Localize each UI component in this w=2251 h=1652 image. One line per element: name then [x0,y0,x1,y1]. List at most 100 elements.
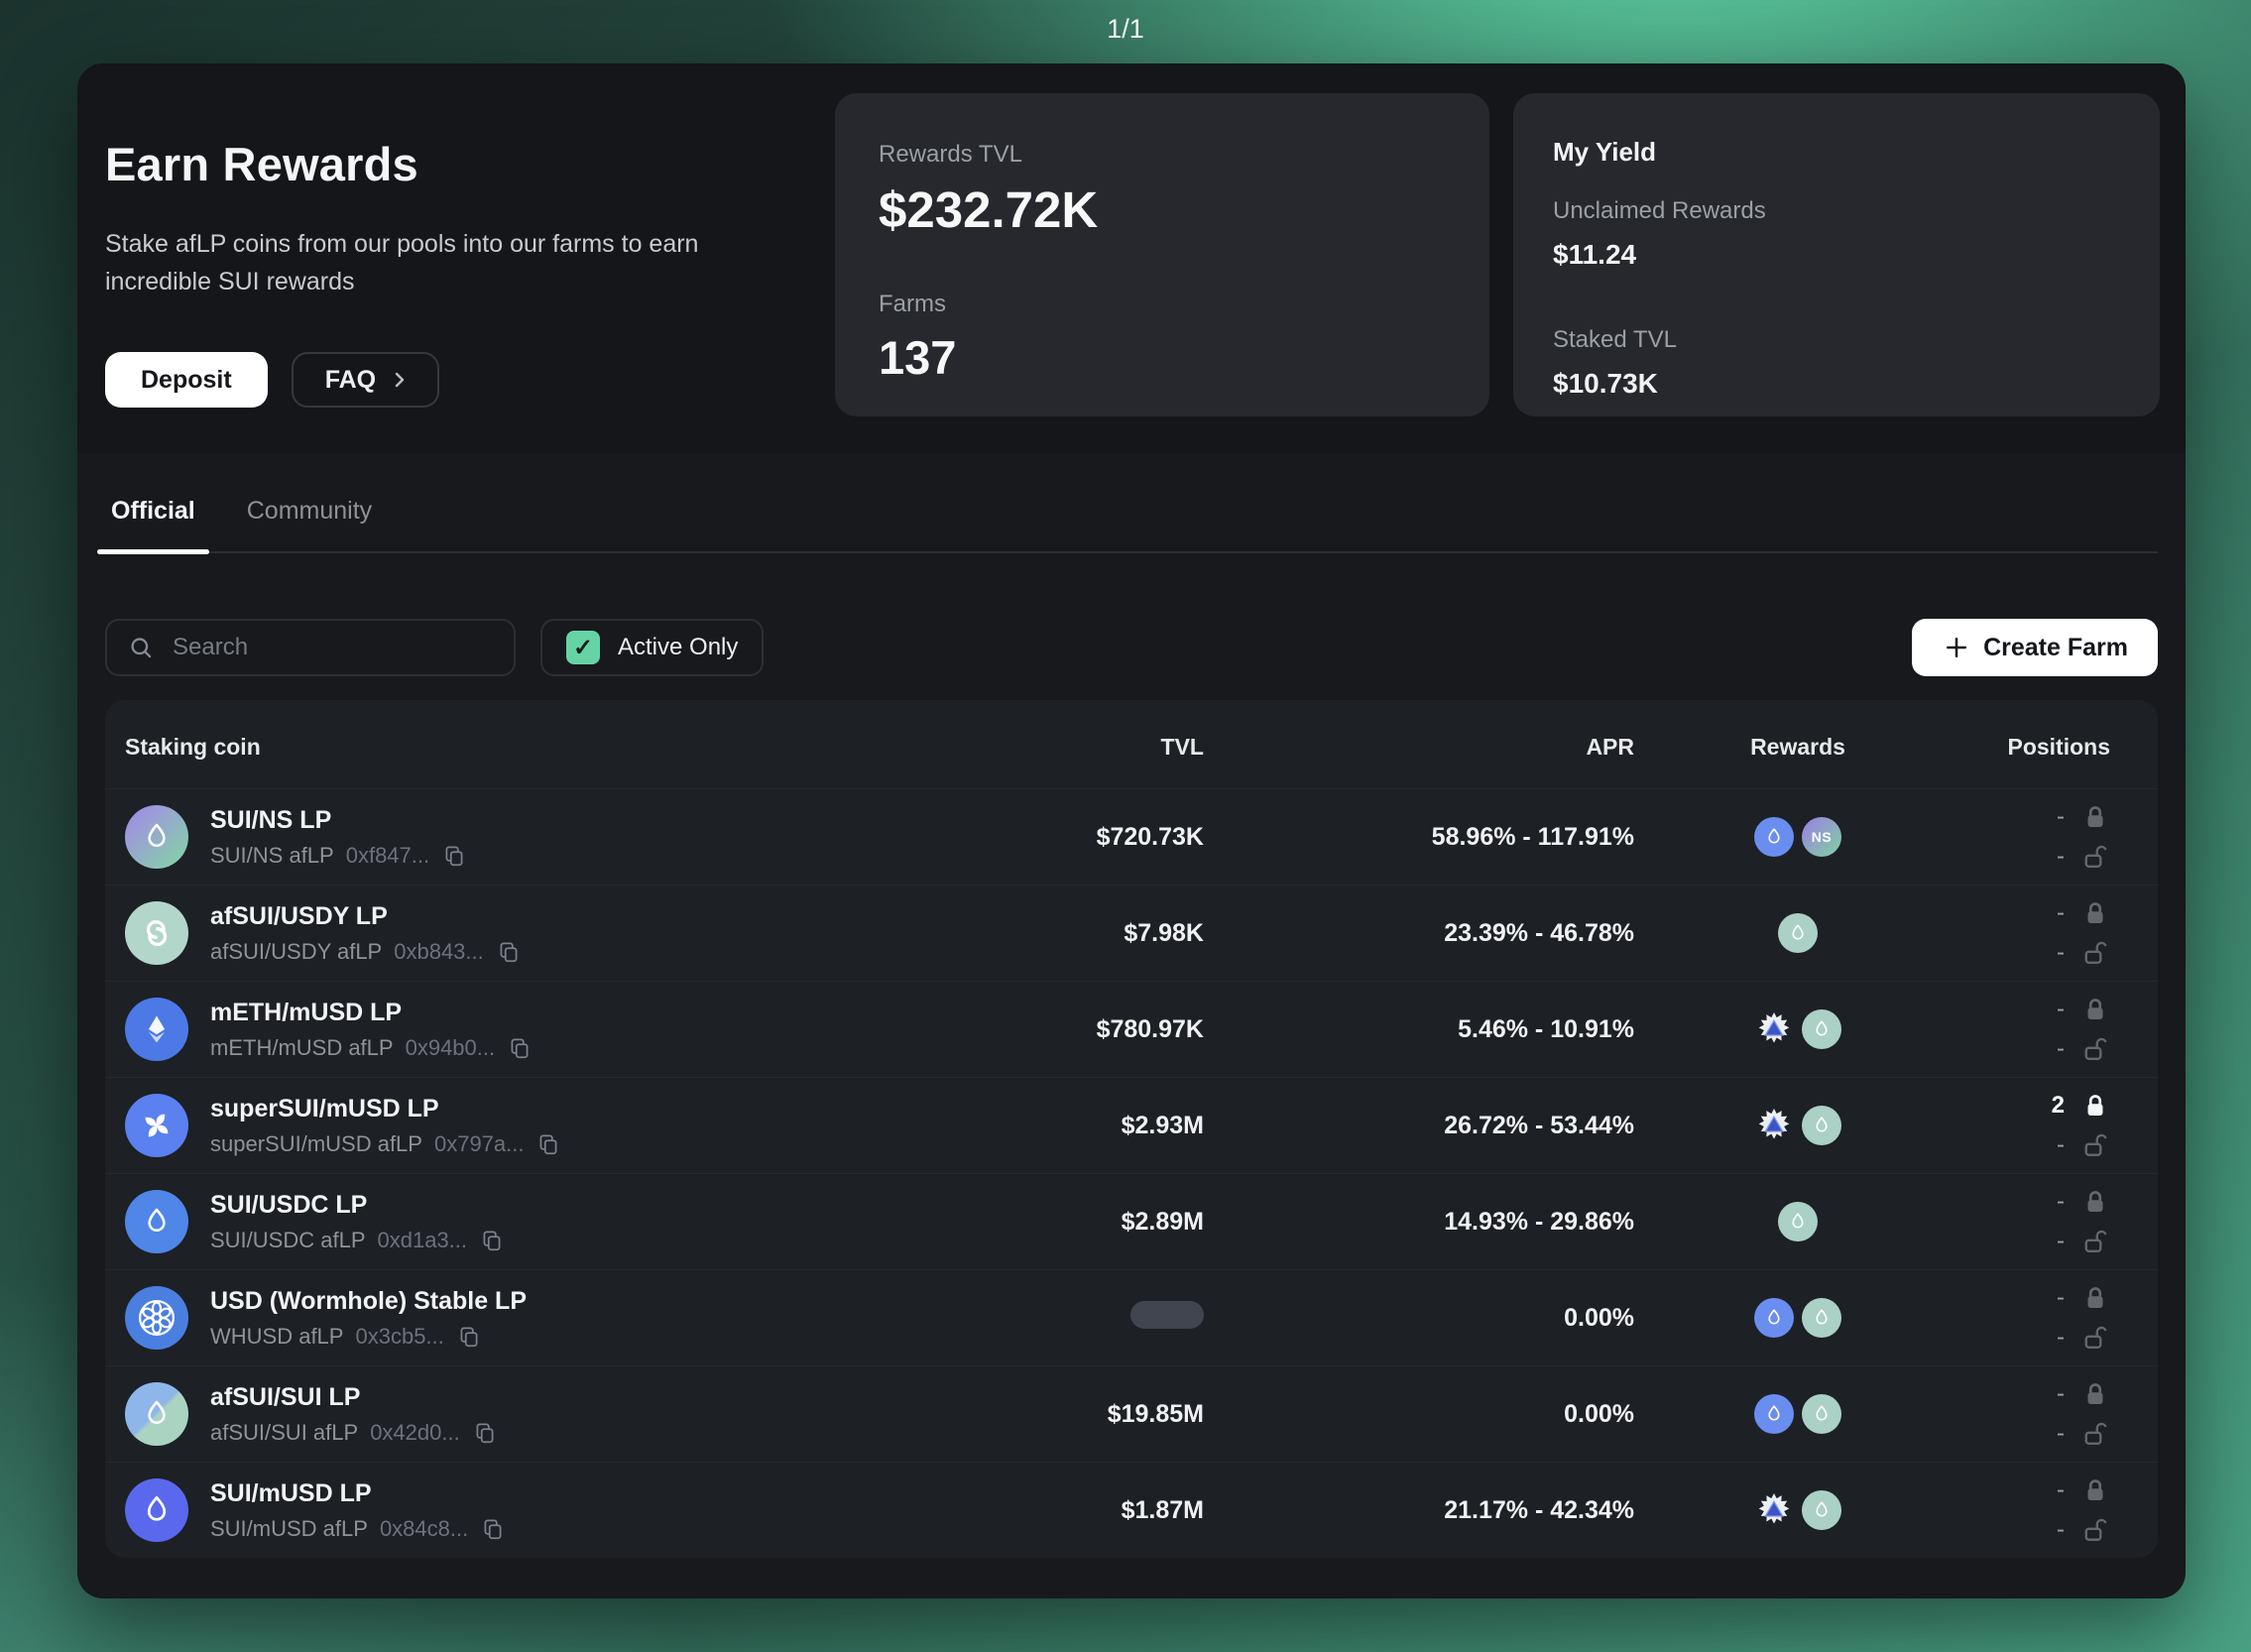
farm-row-3[interactable]: mETH/mUSD LP mETH/mUSD afLP 0x94b0... $780.… [105,981,2158,1077]
farm-address: 0x42d0... [370,1419,460,1445]
rewards-tvl-label: Rewards TVL [879,141,1022,168]
hero-section: Earn Rewards Stake afLP coins from our p… [77,63,2186,453]
copy-address-icon[interactable] [456,1324,482,1350]
copy-address-icon[interactable] [441,843,467,869]
reward-icon-afsui [1778,1202,1818,1241]
header-apr: APR [1586,734,1634,760]
create-farm-label: Create Farm [1983,633,2128,661]
active-only-checkbox[interactable]: ✓ [566,631,600,664]
farm-row-4[interactable]: superSUI/mUSD LP superSUI/mUSD afLP 0x797a… [105,1077,2158,1173]
farm-row-5[interactable]: SUI/USDC LP SUI/USDC afLP 0xd1a3... $2.89M 1… [105,1173,2158,1269]
lock-open-icon [2080,1130,2110,1160]
farm-name: USD (Wormhole) Stable LP [210,1286,528,1315]
faq-button-label: FAQ [324,365,377,394]
lock-closed-icon [2080,1283,2110,1313]
lock-closed-icon [2080,898,2110,928]
farm-row-6[interactable]: USD (Wormhole) Stable LP WHUSD afLP 0x3cb5… [105,1269,2158,1365]
copy-address-icon[interactable] [496,939,522,965]
supersui-coin-icon [125,1094,188,1157]
apr-value: 5.46% - 10.91% [1458,1014,1634,1043]
unlocked-positions-count: - [2057,1420,2065,1447]
sui-musd-coin-icon [125,1478,188,1542]
positions-cell: -- [1961,1187,2110,1256]
tvl-value: $19.85M [1107,1399,1204,1428]
copy-address-icon[interactable] [535,1131,561,1157]
apr-value: 58.96% - 117.91% [1431,822,1634,851]
page-subtitle: Stake afLP coins from our pools into our… [105,230,699,295]
lock-open-icon [2080,1323,2110,1353]
active-only-toggle[interactable]: ✓ Active Only [540,619,765,676]
search-icon [127,634,155,661]
farms-label: Farms [879,291,946,317]
farm-name: SUI/USDC LP [210,1190,368,1219]
locked-positions-count: - [2057,1380,2065,1407]
reward-icon-afsui [1778,913,1818,953]
lock-open-icon [2080,1419,2110,1449]
tvl-value [1055,1300,1204,1336]
farm-pair-label: mETH/mUSD afLP [210,1034,394,1060]
header-staking-coin: Staking coin [125,734,261,760]
farm-list-tabs: Official Community [97,497,2158,554]
reward-icon-mpoints [1754,1106,1794,1145]
search-box[interactable] [105,619,516,676]
farm-address: 0x84c8... [379,1515,469,1541]
page-indicator: 1/1 [1107,14,1144,44]
tab-community[interactable]: Community [246,497,373,525]
header-tvl: TVL [1160,734,1204,760]
unlocked-positions-count: - [2057,1324,2065,1351]
reward-icon-afsui [1802,1298,1841,1338]
positions-cell: -- [1961,995,2110,1064]
reward-icon-mpoints [1754,1009,1794,1049]
reward-icon-sui [1754,817,1794,857]
hero-intro: Earn Rewards Stake afLP coins from our p… [105,63,879,408]
farm-row-8[interactable]: SUI/mUSD LP SUI/mUSD afLP 0x84c8... $1.87M 2… [105,1462,2158,1558]
rewards-cell [1634,913,1961,953]
tvl-value: $720.73K [1096,822,1204,851]
my-yield-title: My Yield [1553,137,1657,167]
sui-ns-coin-icon [125,805,188,869]
farm-row-1[interactable]: SUI/NS LP SUI/NS afLP 0xf847... $720.73K 58.… [105,789,2158,885]
search-input[interactable] [171,633,494,662]
staking-coin-cell: mETH/mUSD LP mETH/mUSD afLP 0x94b0... [125,998,1055,1061]
farm-row-2[interactable]: afSUI/USDY LP afSUI/USDY afLP 0xb843... $7.… [105,885,2158,981]
farm-address: 0x3cb5... [355,1323,444,1349]
unlocked-positions-count: - [2057,1228,2065,1254]
tab-official[interactable]: Official [97,497,209,554]
rewards-cell [1634,1298,1961,1338]
positions-cell: -- [1961,1379,2110,1449]
lock-open-icon [2080,1034,2110,1064]
farms-table-body: SUI/NS LP SUI/NS afLP 0xf847... $720.73K 58.… [105,789,2158,1558]
positions-cell: -- [1961,802,2110,872]
farm-row-7[interactable]: afSUI/SUI LP afSUI/SUI afLP 0x42d0... $19.8… [105,1365,2158,1462]
apr-value: 0.00% [1564,1303,1634,1332]
tvl-value: $7.98K [1124,918,1204,947]
farm-name: SUI/mUSD LP [210,1478,372,1507]
header-positions: Positions [2007,734,2110,760]
farm-address: 0xd1a3... [377,1227,468,1252]
faq-button[interactable]: FAQ [291,352,440,408]
active-only-label: Active Only [618,634,739,660]
unlocked-positions-count: - [2057,1516,2065,1543]
plus-icon [1942,633,1971,662]
reward-icon-afsui [1802,1106,1841,1145]
deposit-button[interactable]: Deposit [105,352,268,408]
lock-open-icon [2080,842,2110,872]
create-farm-button[interactable]: Create Farm [1912,619,2158,676]
farms-table-header: Staking coin TVL APR Rewards Positions [105,700,2158,789]
rewards-cell [1634,1202,1961,1241]
staking-coin-cell: SUI/mUSD LP SUI/mUSD afLP 0x84c8... [125,1478,1055,1542]
positions-cell: -- [1961,1283,2110,1353]
rewards-cell: NS [1634,817,1961,857]
unlocked-positions-count: - [2057,1035,2065,1062]
copy-address-icon[interactable] [472,1420,498,1446]
locked-positions-count: - [2057,1188,2065,1215]
farm-name: mETH/mUSD LP [210,998,403,1026]
copy-address-icon[interactable] [479,1228,505,1253]
copy-address-icon[interactable] [480,1516,506,1542]
farm-address: 0x94b0... [405,1034,496,1060]
meth-coin-icon [125,998,188,1061]
farm-pair-label: superSUI/mUSD afLP [210,1130,422,1156]
rewards-tvl-card: Rewards TVL $232.72K Farms 137 [835,93,1489,416]
chevron-right-icon [388,368,412,392]
copy-address-icon[interactable] [507,1035,533,1061]
